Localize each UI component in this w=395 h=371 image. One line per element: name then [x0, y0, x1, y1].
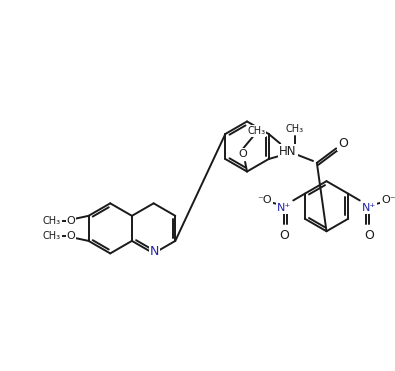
Text: CH₃: CH₃ [43, 231, 61, 241]
Text: CH₃: CH₃ [43, 216, 61, 226]
Text: O: O [239, 149, 248, 159]
Text: CH₃: CH₃ [286, 124, 304, 134]
Text: O: O [67, 231, 75, 241]
Text: O: O [338, 137, 348, 150]
Text: O: O [286, 146, 294, 156]
Text: CH₃: CH₃ [248, 126, 266, 136]
Text: HN: HN [279, 145, 297, 158]
Text: O: O [280, 229, 290, 242]
Text: O⁻: O⁻ [381, 196, 395, 206]
Text: O: O [67, 216, 75, 226]
Text: N⁺: N⁺ [362, 203, 376, 213]
Text: N⁺: N⁺ [276, 203, 291, 213]
Text: N: N [150, 245, 159, 258]
Text: O: O [365, 229, 374, 242]
Text: ⁻O: ⁻O [257, 196, 272, 206]
